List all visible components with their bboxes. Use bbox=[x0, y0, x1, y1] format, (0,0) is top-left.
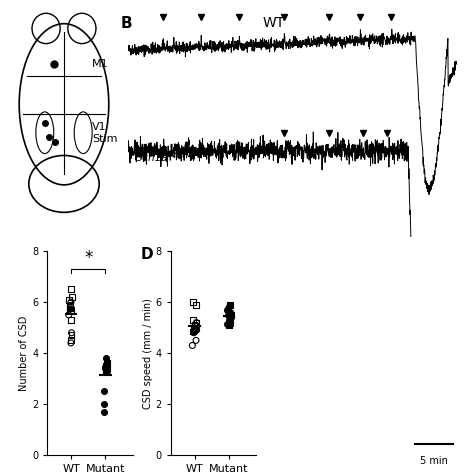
Point bbox=[100, 408, 108, 416]
Point bbox=[101, 365, 109, 372]
Point bbox=[192, 301, 200, 309]
Point bbox=[227, 311, 234, 319]
Point bbox=[189, 316, 197, 324]
Point bbox=[67, 337, 75, 344]
Point bbox=[189, 342, 196, 349]
Point bbox=[189, 328, 197, 335]
Point bbox=[190, 329, 198, 337]
Point bbox=[103, 366, 111, 374]
Point bbox=[226, 309, 234, 316]
Point bbox=[67, 301, 74, 309]
Point bbox=[191, 321, 198, 329]
Text: WT: WT bbox=[262, 16, 284, 30]
Point bbox=[102, 367, 110, 375]
Point bbox=[67, 339, 75, 347]
Point bbox=[67, 286, 75, 293]
Y-axis label: CSD speed (mm / min): CSD speed (mm / min) bbox=[143, 298, 153, 409]
Point bbox=[226, 312, 234, 320]
Point bbox=[191, 323, 199, 330]
Point bbox=[192, 319, 200, 326]
Point bbox=[102, 362, 109, 370]
Point bbox=[103, 365, 111, 372]
Point bbox=[225, 316, 233, 324]
Point bbox=[102, 362, 110, 370]
Point bbox=[190, 327, 197, 334]
Point bbox=[100, 388, 108, 395]
Point bbox=[67, 316, 75, 324]
Point bbox=[66, 305, 74, 312]
Text: 5 min: 5 min bbox=[420, 456, 448, 466]
Point bbox=[227, 319, 234, 326]
Point bbox=[67, 299, 75, 306]
Y-axis label: Number of CSD: Number of CSD bbox=[19, 315, 29, 391]
Point bbox=[65, 296, 73, 303]
Point bbox=[225, 321, 233, 329]
Point bbox=[66, 302, 73, 310]
Point bbox=[192, 337, 200, 344]
Point bbox=[191, 325, 199, 333]
Point bbox=[223, 306, 230, 314]
Point bbox=[68, 331, 75, 339]
Point bbox=[223, 320, 230, 328]
Point bbox=[192, 324, 200, 331]
Text: D: D bbox=[141, 247, 154, 262]
Point bbox=[190, 299, 197, 306]
Point bbox=[68, 329, 75, 337]
Text: B: B bbox=[121, 16, 133, 31]
Point bbox=[227, 301, 234, 309]
Point bbox=[65, 311, 73, 319]
Text: $\mathit{Scn1a}^{\mathrm{L263V}}$: $\mathit{Scn1a}^{\mathrm{L263V}}$ bbox=[135, 151, 192, 164]
Point bbox=[103, 367, 111, 375]
Point bbox=[227, 314, 235, 321]
Text: *: * bbox=[84, 248, 92, 266]
Point bbox=[66, 303, 73, 311]
Point bbox=[224, 303, 231, 311]
Point bbox=[225, 319, 232, 326]
Point bbox=[225, 311, 232, 319]
Point bbox=[67, 306, 74, 314]
Point bbox=[102, 355, 109, 362]
Point bbox=[100, 400, 108, 408]
Text: M1: M1 bbox=[92, 59, 109, 70]
Point bbox=[193, 319, 201, 326]
Text: V1
Stim: V1 Stim bbox=[92, 121, 118, 144]
Point bbox=[68, 293, 76, 301]
Point bbox=[101, 364, 109, 371]
Point bbox=[103, 359, 111, 367]
